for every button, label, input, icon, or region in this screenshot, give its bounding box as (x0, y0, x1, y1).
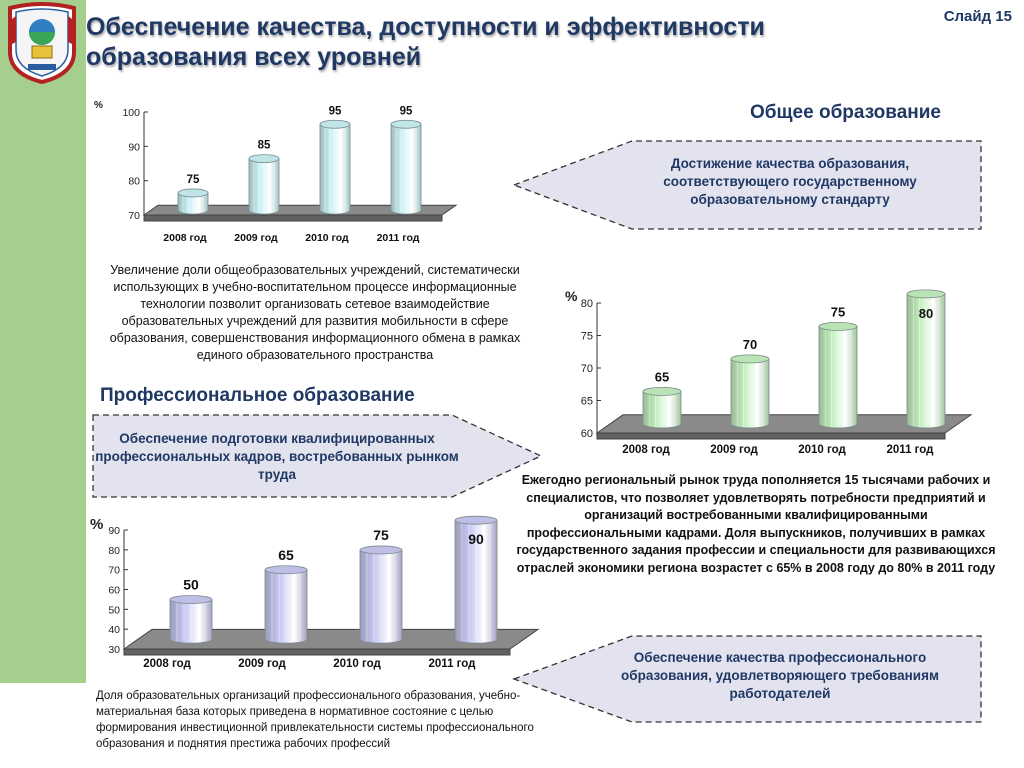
professional-quality-callout: Обеспечение качества профессионального о… (512, 635, 982, 723)
bar-value-label: 70 (743, 337, 757, 352)
bar-0 (177, 188, 209, 215)
y-tick-label: 80 (128, 176, 140, 188)
bar-3 (906, 289, 946, 429)
category-label: 2009 год (238, 658, 286, 670)
bar-top (390, 119, 422, 129)
chart-floor-edge (596, 432, 946, 440)
professional-callout-left-text: Обеспечение подготовки квалифицированных… (95, 431, 459, 482)
bar-0 (169, 595, 213, 644)
y-tick-label: 65 (581, 396, 593, 408)
y-tick-label: 40 (108, 624, 120, 636)
professional-education-heading: Профессиональное образование (100, 385, 415, 406)
y-tick-label: 70 (581, 363, 593, 375)
bar-value-label: 75 (373, 527, 389, 543)
bar-top (264, 565, 308, 575)
y-tick-label: 70 (128, 210, 140, 222)
green-side-strip (0, 0, 86, 683)
chart-svg: 60 65 70 75 80% 65 2008 год 70 2009 год 75 2010 го… (565, 288, 973, 456)
unit-label: % (565, 288, 578, 304)
chart-svg: 70 80 90 100% 75 2008 год 85 2009 год 95 2010 год… (94, 100, 458, 244)
bar-top (169, 595, 213, 604)
general-callout-text: Достижение качества образования, соответ… (663, 156, 917, 207)
bar-value-label: 85 (258, 140, 271, 152)
bar-top (906, 289, 946, 299)
bar-3 (454, 515, 498, 644)
bar-2 (319, 119, 351, 215)
y-tick-label: 80 (581, 298, 593, 310)
y-tick-label: 90 (108, 525, 120, 537)
chart-svg: 30 40 50 60 70 80 90% 50 2008 год 65 2009 год 75 201… (90, 515, 540, 670)
bar-1 (264, 565, 308, 644)
category-label: 2009 год (710, 444, 758, 456)
slide-title-line1: Обеспечение качества, доступности и эффе… (86, 13, 765, 41)
bar-top (730, 354, 770, 364)
category-label: 2009 год (234, 232, 278, 244)
bar-top (359, 545, 403, 555)
y-tick-label: 70 (108, 565, 120, 577)
bar-value-label: 80 (919, 306, 933, 321)
coat-of-arms-logo (2, 2, 82, 85)
general-quality-callout: Достижение качества образования, соответ… (512, 140, 982, 230)
bar-value-label: 95 (400, 105, 413, 117)
bar-value-label: 50 (183, 577, 199, 593)
bar-value-label: 75 (187, 174, 200, 186)
category-label: 2008 год (163, 232, 207, 244)
y-tick-label: 50 (108, 604, 120, 616)
y-tick-label: 100 (122, 107, 140, 119)
bar-value-label: 65 (278, 547, 294, 563)
bar-3 (390, 119, 422, 215)
unit-label: % (94, 100, 103, 111)
chart-general-education: 70 80 90 100% 75 2008 год 85 2009 год 95 2010 год… (90, 95, 470, 255)
slide-title-line2: образования всех уровней (86, 43, 422, 71)
chart-floor-edge (143, 214, 443, 222)
slide-title: Обеспечение качества, доступности и эффе… (86, 12, 906, 72)
category-label: 2011 год (429, 658, 477, 670)
y-tick-label: 60 (108, 585, 120, 597)
y-tick-label: 80 (108, 545, 120, 557)
bar-value-label: 75 (831, 304, 845, 319)
bar-value-label: 65 (655, 369, 669, 384)
bar-0 (642, 387, 682, 429)
bar-top (319, 119, 351, 129)
general-education-heading: Общее образование (750, 102, 942, 123)
bar-value-label: 90 (468, 531, 484, 547)
chart-floor-edge (123, 648, 511, 656)
category-label: 2010 год (333, 658, 381, 670)
bar-top (818, 322, 858, 331)
y-tick-label: 90 (128, 141, 140, 153)
category-label: 2011 год (377, 232, 420, 244)
category-label: 2008 год (143, 658, 191, 670)
bar-1 (248, 154, 280, 215)
general-description: Увеличение доли общеобразовательных учре… (109, 263, 521, 362)
category-label: 2010 год (305, 232, 349, 244)
unit-label: % (90, 516, 103, 533)
category-label: 2011 год (887, 444, 935, 456)
y-tick-label: 30 (108, 644, 120, 656)
labor-market-text: Ежегодно региональный рынок труда пополн… (516, 473, 996, 575)
bar-top (248, 154, 280, 163)
bar-top (177, 188, 209, 198)
bar-2 (818, 322, 858, 429)
professional-staff-callout: Обеспечение подготовки квалифицированных… (92, 414, 542, 498)
bar-top (642, 387, 682, 396)
bar-top (454, 515, 498, 525)
bar-2 (359, 545, 403, 644)
category-label: 2010 год (798, 444, 846, 456)
material-base-description: Доля образовательных организаций професс… (96, 690, 534, 750)
chart-graduates-share: 60 65 70 75 80% 65 2008 год 70 2009 год 75 2010 го… (555, 285, 995, 460)
professional-callout-right-text: Обеспечение качества профессионального о… (621, 650, 939, 701)
y-tick-label: 75 (581, 331, 593, 343)
chart-material-base: 30 40 50 60 70 80 90% 50 2008 год 65 2009 год 75 201… (90, 512, 550, 677)
y-tick-label: 60 (581, 428, 593, 440)
slide-number: Слайд 15 (943, 8, 1012, 25)
bar-value-label: 95 (329, 105, 342, 117)
bar-1 (730, 354, 770, 429)
category-label: 2008 год (622, 444, 670, 456)
